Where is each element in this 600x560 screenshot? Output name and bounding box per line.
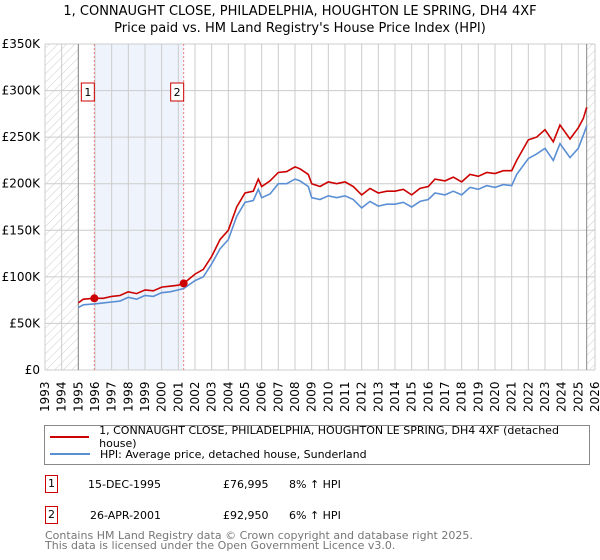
x-tick-label: 2026 [588,381,600,412]
y-tick-label: £300K [2,84,42,98]
sale-label: 1 [84,86,91,99]
x-tick-label: 2011 [338,381,352,412]
x-tick-label: 1997 [105,381,119,412]
x-tick-label: 2010 [321,381,335,412]
x-tick-label: 2021 [505,381,519,412]
x-tick-label: 2002 [188,381,202,412]
x-tick-label: 2014 [388,381,402,412]
transaction-marker: 1 [45,475,58,493]
x-tick-label: 1996 [88,381,102,412]
legend-swatch-hpi [50,453,90,455]
sale-point [90,294,99,303]
footer-licence: This data is licensed under the Open Gov… [45,539,396,552]
y-tick-label: £250K [2,130,42,144]
x-tick-label: 2017 [438,381,452,412]
sale-point [179,279,188,288]
legend: 1, CONNAUGHT CLOSE, PHILADELPHIA, HOUGHT… [44,424,590,465]
hpi-line [77,125,588,309]
transaction-marker: 2 [45,506,58,524]
transaction-price: £92,950 [223,509,269,522]
legend-item-hpi: HPI: Average price, detached house, Sund… [45,446,367,462]
y-tick-label: £150K [2,223,42,237]
x-tick-label: 1993 [38,381,52,412]
sale-period-shade [94,44,184,370]
x-tick-label: 2015 [405,381,419,412]
chart-title-line1: 1, CONNAUGHT CLOSE, PHILADELPHIA, HOUGHT… [63,4,537,19]
x-tick-label: 2016 [421,381,435,412]
x-tick-label: 2007 [271,381,285,412]
transaction-date: 26-APR-2001 [90,509,162,522]
transaction-date: 15-DEC-1995 [88,478,162,491]
footer: Contains HM Land Registry data © Crown c… [45,529,473,552]
x-tick-label: 1999 [138,381,152,412]
y-tick-label: £200K [2,177,42,191]
sale-label: 2 [174,86,181,99]
x-tick-label: 2000 [155,381,169,412]
x-tick-label: 2004 [221,381,235,412]
x-tick-label: 2003 [205,381,219,412]
no-data-hatch-right [586,44,595,370]
chart-title-line2: Price paid vs. HM Land Registry's House … [114,21,486,36]
x-tick-label: 2020 [488,381,502,412]
x-tick-label: 2023 [538,381,552,412]
x-tick-label: 2001 [171,381,185,412]
x-tick-label: 2018 [455,381,469,412]
y-tick-label: £350K [2,37,42,51]
x-tick-label: 2008 [288,381,302,412]
x-tick-label: 2022 [521,381,535,412]
transaction-price: £76,995 [223,478,269,491]
sale-label-box [80,82,95,102]
x-tick-label: 2013 [371,381,385,412]
x-tick-label: 1994 [55,381,69,412]
x-tick-label: 2012 [355,381,369,412]
y-tick-label: £100K [2,270,42,284]
legend-item-property: 1, CONNAUGHT CLOSE, PHILADELPHIA, HOUGHT… [45,424,589,450]
x-tick-label: 2006 [255,381,269,412]
price-chart: 1993 1994 1995 1996 1997 1998 1999 2000 2001 2002… [2,37,600,412]
x-tick-label: 1995 [71,381,85,412]
legend-label-property: 1, CONNAUGHT CLOSE, PHILADELPHIA, HOUGHT… [99,424,559,450]
x-tick-label: 2009 [305,381,319,412]
x-tick-label: 1998 [121,381,135,412]
footer-copyright: Contains HM Land Registry data © Crown c… [45,529,473,542]
y-tick-label: £50K [9,316,41,330]
x-tick-label: 2024 [555,381,569,412]
x-tick-label: 2025 [571,381,585,412]
x-tick-label: 2005 [238,381,252,412]
transaction-hpi-diff: 8% ↑ HPI [289,478,341,491]
legend-swatch-property [50,436,90,438]
property-price-line [77,107,588,304]
legend-label-hpi: HPI: Average price, detached house, Sund… [100,447,367,461]
sale-label-box [170,82,185,102]
transaction-hpi-diff: 6% ↑ HPI [289,509,341,522]
y-tick-label: £0 [25,363,40,377]
x-tick-label: 2019 [471,381,485,412]
